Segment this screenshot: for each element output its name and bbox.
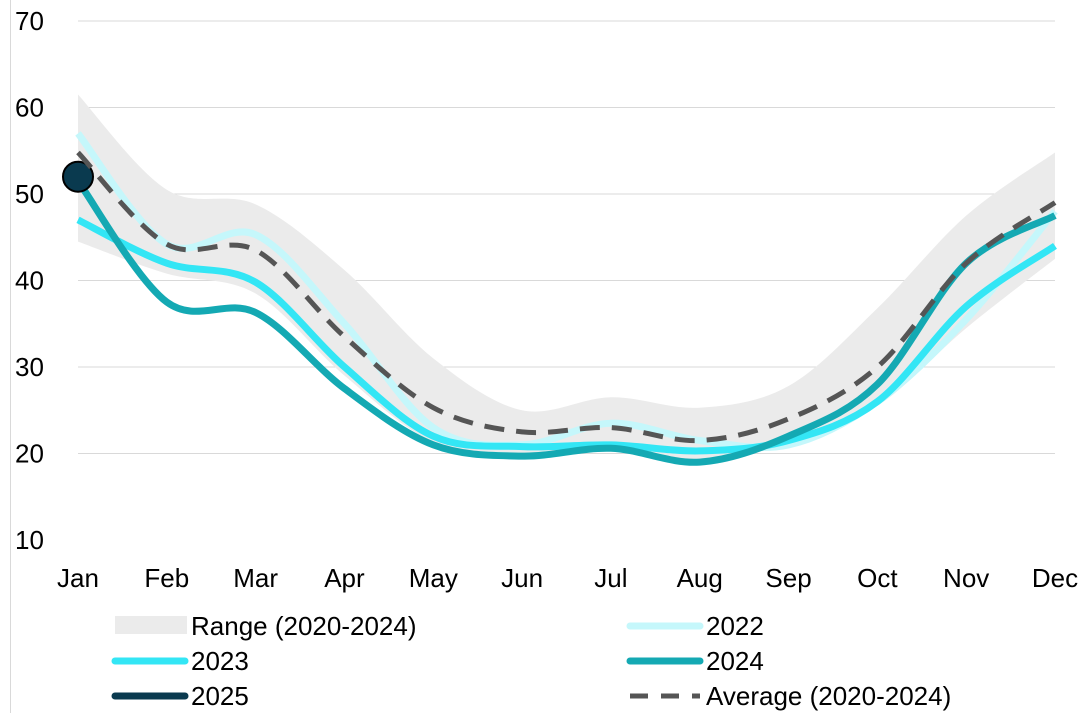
series-2024-line: [75, 178, 1057, 466]
legend-label: 2022: [706, 611, 764, 641]
x-tick-label: Nov: [943, 563, 989, 593]
legend-item: 2024: [626, 646, 764, 676]
legend-label: Average (2020-2024): [706, 681, 951, 711]
series-group: [62, 131, 1058, 466]
x-tick-label: Jan: [57, 563, 99, 593]
y-tick-label: 60: [15, 93, 44, 123]
series-2023-line: [76, 216, 1057, 455]
series-average-2020-2024-line: [76, 150, 1057, 444]
x-tick-label: Jun: [501, 563, 543, 593]
y-tick-label: 50: [15, 179, 44, 209]
y-axis: 10 20 30 40 50 60 70: [15, 6, 44, 555]
x-tick-label: Feb: [144, 563, 189, 593]
legend-item: 2025: [111, 681, 249, 711]
legend: Range (2020-2024) 2022 2023 2024 2025 Average…: [111, 611, 951, 711]
x-tick-label: Jul: [594, 563, 627, 593]
x-tick-label: Apr: [324, 563, 365, 593]
legend-label: 2023: [191, 646, 249, 676]
x-tick-label: Sep: [765, 563, 811, 593]
y-tick-label: 40: [15, 266, 44, 296]
legend-item: 2022: [626, 611, 764, 641]
legend-item: 2023: [111, 646, 249, 676]
legend-item: Range (2020-2024): [115, 611, 417, 641]
legend-label: Range (2020-2024): [191, 611, 417, 641]
x-axis: Jan Feb Mar Apr May Jun Jul Aug Sep Oct Nov Dec: [57, 563, 1078, 593]
x-tick-label: Mar: [233, 563, 278, 593]
series-2025-point: [62, 160, 94, 193]
legend-label: 2024: [706, 646, 764, 676]
left-border: [10, 0, 11, 713]
x-tick-label: Oct: [857, 563, 898, 593]
legend-label: 2025: [191, 681, 249, 711]
range-band: [78, 94, 1055, 460]
x-tick-label: Dec: [1032, 563, 1078, 593]
x-tick-label: May: [409, 563, 458, 593]
legend-swatch: [115, 616, 187, 634]
x-tick-label: Aug: [677, 563, 723, 593]
legend-item: Average (2020-2024): [630, 681, 951, 711]
y-tick-label: 30: [15, 352, 44, 382]
y-tick-label: 10: [15, 525, 44, 555]
y-tick-label: 70: [15, 6, 44, 36]
y-tick-label: 20: [15, 439, 44, 469]
